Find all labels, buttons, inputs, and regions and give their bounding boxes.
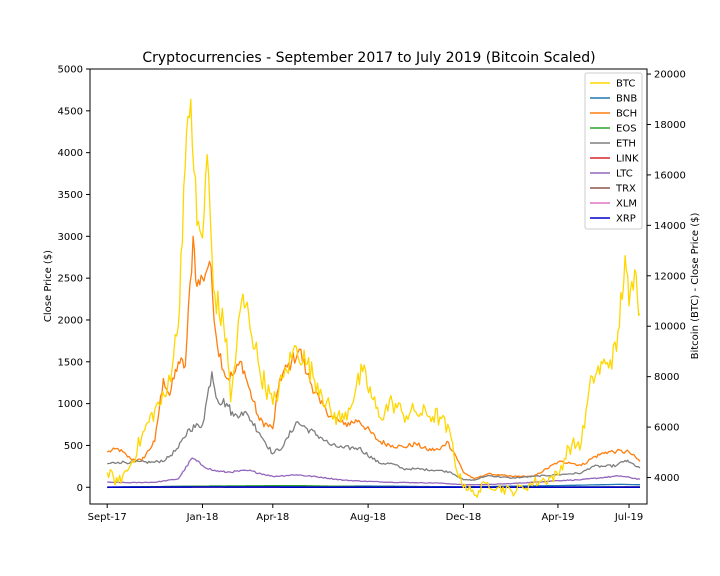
legend-label-xlm: XLM: [616, 199, 637, 210]
x-tick-label: Sept-17: [88, 512, 127, 523]
plot-frame: [89, 68, 648, 505]
y-axis-label: Close Price ($): [43, 250, 54, 322]
legend-label-link: LINK: [616, 154, 639, 165]
y-tick-label: 3500: [58, 190, 83, 201]
y-right-tick-label: 20000: [654, 70, 686, 81]
y-right-tick-label: 8000: [654, 372, 679, 383]
x-tick-label: Jul-19: [614, 512, 643, 523]
y-right-tick-label: 18000: [654, 120, 686, 131]
legend-label-ltc: LTC: [616, 169, 633, 180]
x-tick-label: Apr-19: [541, 512, 574, 523]
y-tick-label: 1000: [58, 399, 83, 410]
left-axis: 0 500 1000 1500 2000 2500 3000 3500 4000 4500 5000: [58, 65, 90, 494]
legend-box: [584, 72, 643, 230]
right-axis: 4000 6000 8000 10000 12000 14000 16000 18000 200…: [647, 70, 686, 484]
legend: BTC BNB BCH EOS ETH LINK LTC TRX XLM XRP: [584, 72, 643, 230]
chart-title: Cryptocurrencies - September 2017 to Jul…: [142, 50, 595, 66]
legend-label-trx: TRX: [615, 184, 636, 195]
y-right-tick-label: 12000: [654, 271, 686, 282]
legend-label-eos: EOS: [616, 124, 637, 135]
x-tick-label: Jan-18: [186, 512, 219, 523]
y-right-tick-label: 10000: [654, 322, 686, 333]
series-layer: [106, 98, 641, 498]
series-line-eth: [107, 371, 641, 482]
x-tick-label: Aug-18: [350, 512, 386, 523]
y-tick-label: 0: [77, 483, 83, 494]
y-right-tick-label: 16000: [654, 170, 686, 181]
legend-label-bnb: BNB: [616, 94, 637, 105]
legend-label-xrp: XRP: [616, 214, 636, 225]
y-right-tick-label: 4000: [654, 473, 679, 484]
y-axis-right-label: Bitcoin (BTC) - Close Price ($): [690, 213, 701, 360]
y-tick-label: 4500: [58, 106, 83, 117]
x-axis: Sept-17 Jan-18 Apr-18 Aug-18 Dec-18 Apr-19 Jul…: [88, 504, 643, 523]
series-line-btc: [106, 98, 641, 498]
legend-label-eth: ETH: [616, 139, 636, 150]
y-right-tick-label: 6000: [654, 423, 679, 434]
y-tick-label: 4000: [58, 148, 83, 159]
legend-label-bch: BCH: [616, 109, 637, 120]
y-right-tick-label: 14000: [654, 221, 686, 232]
y-tick-label: 500: [64, 441, 83, 452]
legend-label-btc: BTC: [616, 79, 635, 90]
y-tick-label: 1500: [58, 357, 83, 368]
series-line-bch: [106, 235, 641, 480]
y-tick-label: 2500: [58, 274, 83, 285]
y-tick-label: 3000: [58, 232, 83, 243]
y-tick-label: 5000: [58, 65, 83, 76]
x-tick-label: Dec-18: [446, 512, 482, 523]
series-line-ltc: [107, 457, 641, 486]
y-tick-label: 2000: [58, 315, 83, 326]
x-tick-label: Apr-18: [256, 512, 289, 523]
